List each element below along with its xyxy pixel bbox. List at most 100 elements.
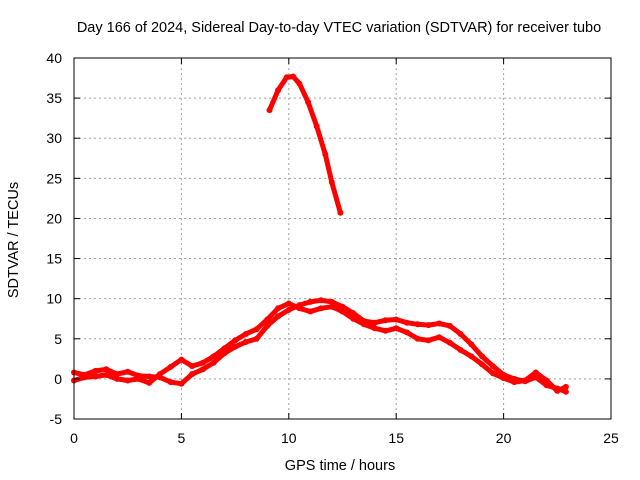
y-axis-label: SDTVAR / TECUs [6,182,22,298]
plot-frame [73,57,612,420]
y-tick-label: 20 [46,210,62,226]
data-point [468,353,475,360]
data-point [189,371,196,378]
data-point [114,371,120,378]
data-point [371,325,378,332]
data-point [242,331,249,337]
y-tick-label: 40 [46,50,62,66]
data-point [124,377,131,384]
data-point [199,366,206,373]
data-point [253,326,260,333]
data-point [283,74,290,81]
data-point [532,369,539,376]
data-point [307,308,314,315]
data-point [313,123,320,130]
data-point [210,359,217,366]
data-point [457,331,464,337]
y-tick-label: 35 [46,90,62,106]
data-point [290,73,297,80]
data-point [393,316,400,323]
data-point [414,321,421,328]
data-point [296,80,303,87]
data-point [371,319,378,326]
data-point [221,345,228,352]
data-point [337,209,344,216]
data-point [92,373,99,380]
data-point [156,371,163,378]
data-point [446,322,453,329]
data-point [92,367,99,374]
data-point [403,319,410,326]
data-point [479,353,486,360]
data-point [328,303,335,310]
data-point [436,334,443,341]
x-tick-label: 20 [496,430,512,446]
data-point [543,377,550,384]
data-point [167,363,174,370]
data-point [318,305,324,312]
data-point [307,298,314,305]
data-point [339,308,346,315]
data-point [489,363,496,370]
x-tick-label: 0 [70,430,78,446]
tick-labels: 0 5 10 15 20 25 -5 0 5 10 15 20 25 30 35 40 [46,50,619,446]
data-point [199,359,206,366]
axis-ticks [73,57,612,420]
chart-title: Day 166 of 2024, Sidereal Day-to-day VTE… [77,20,601,36]
data-point [81,374,88,381]
data-point [103,371,110,378]
data-point [178,380,185,387]
data-point [457,347,464,353]
x-tick-label: 10 [281,430,297,446]
series-line [267,74,343,216]
y-tick-label: 15 [46,251,62,267]
data-point [425,337,432,344]
data-point [446,339,453,346]
data-point [436,320,443,327]
data-point [511,379,518,386]
data-point [500,375,507,382]
data-point [275,313,282,320]
data-point [296,305,303,312]
data-point [178,356,185,363]
data-point [382,317,389,324]
data-point [328,179,335,186]
data-point [414,335,421,342]
data-point [266,107,273,114]
data-point [425,322,432,329]
data-point [554,387,561,394]
data-point [253,335,260,342]
x-tick-label: 25 [603,430,619,446]
data-point [285,306,292,313]
data-point [146,373,153,380]
data-point [318,297,324,304]
data-point [305,99,312,106]
data-point [468,341,475,348]
data-point [146,379,153,386]
data-point [479,361,486,368]
y-tick-label: 25 [46,170,62,186]
data-series [71,73,569,395]
data-point [210,353,217,360]
data-point [189,363,196,370]
x-axis-label: GPS time / hours [285,458,395,474]
data-point [489,370,496,377]
data-point [382,327,389,334]
data-point [124,368,131,375]
y-tick-label: 30 [46,130,62,146]
data-point [350,310,357,317]
data-point [562,383,569,390]
y-tick-label: 0 [54,371,62,387]
data-point [114,375,120,382]
data-point [393,325,400,332]
y-tick-label: 10 [46,291,62,307]
data-point [135,375,142,382]
data-point [275,87,282,94]
data-point [232,337,239,344]
data-point [264,316,271,323]
data-point [285,300,292,307]
data-point [350,315,357,322]
data-point [328,298,335,305]
